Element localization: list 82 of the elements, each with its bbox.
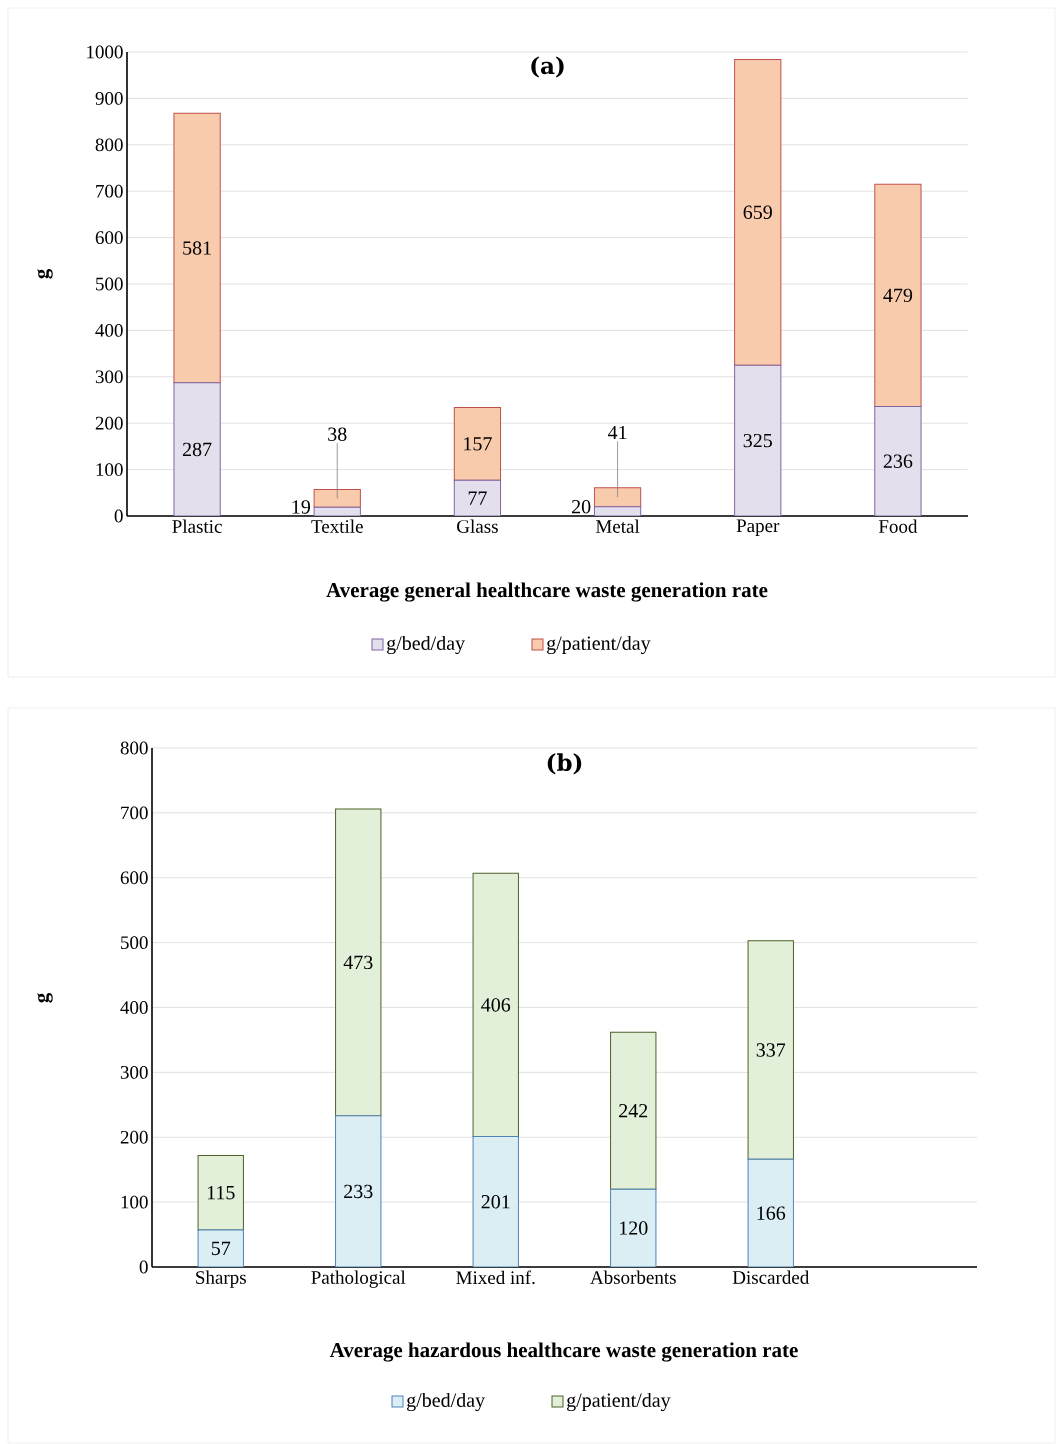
data-label: 20 xyxy=(572,499,591,514)
data-label: 19 xyxy=(292,500,310,514)
chart-title: (a) xyxy=(531,56,564,78)
bar xyxy=(874,183,922,407)
y-tick-label: 100 xyxy=(121,1195,148,1209)
y-tick-label: 0 xyxy=(114,509,123,523)
bar xyxy=(610,1188,657,1267)
data-label: 479 xyxy=(883,288,913,303)
data-label: 115 xyxy=(207,1186,235,1200)
legend-label: g/patient/day xyxy=(547,635,651,655)
data-label: 77 xyxy=(468,491,487,505)
bar xyxy=(335,808,382,1117)
y-tick-label: 500 xyxy=(121,936,148,950)
y-tick-label: 700 xyxy=(121,806,148,820)
bar xyxy=(593,487,642,508)
data-label: 157 xyxy=(464,437,492,451)
y-tick-label: 600 xyxy=(120,871,148,885)
y-axis-title: g xyxy=(37,992,53,1003)
bar xyxy=(610,1031,657,1190)
bar xyxy=(472,1136,519,1267)
y-tick-label: 600 xyxy=(95,231,123,245)
x-axis-title: Average hazardous healthcare waste generation rate xyxy=(329,1342,798,1362)
x-tick-label: Sharps xyxy=(196,1270,246,1288)
data-label: 120 xyxy=(620,1221,648,1235)
bar xyxy=(335,1115,382,1267)
y-tick-label: 0 xyxy=(139,1260,148,1274)
y-tick-label: 100 xyxy=(96,463,123,477)
x-tick-label: Discarded xyxy=(732,1270,810,1284)
bar xyxy=(173,382,221,516)
x-tick-label: Paper xyxy=(736,519,780,537)
x-tick-label: Mixed inf. xyxy=(456,1270,535,1285)
data-label: 581 xyxy=(183,241,211,255)
y-tick-label: 900 xyxy=(95,91,123,105)
data-label: 201 xyxy=(481,1195,510,1209)
data-label: 287 xyxy=(182,442,212,457)
bar xyxy=(313,489,361,508)
bar xyxy=(734,58,782,366)
legend-label: g/patient/day xyxy=(567,1392,671,1412)
y-tick-label: 300 xyxy=(95,370,123,384)
y-tick-label: 400 xyxy=(120,1001,148,1014)
y-tick-label: 200 xyxy=(95,416,123,430)
bar xyxy=(453,479,502,516)
data-label: 236 xyxy=(883,454,913,468)
bar xyxy=(173,112,221,384)
y-tick-label: 500 xyxy=(96,277,123,291)
data-label: 659 xyxy=(743,205,772,220)
bar xyxy=(734,364,782,516)
y-tick-label: 1000 xyxy=(87,45,123,59)
y-tick-label: 400 xyxy=(95,323,123,337)
legend-label: g/bed/day xyxy=(387,635,466,655)
y-tick-label: 800 xyxy=(120,741,148,755)
x-tick-label: Absorbents xyxy=(590,1270,676,1284)
y-tick-label: 700 xyxy=(96,184,123,198)
data-label: 325 xyxy=(743,433,772,448)
bar xyxy=(747,940,794,1160)
data-label: 406 xyxy=(481,998,511,1012)
x-tick-label: Metal xyxy=(595,519,640,533)
bar xyxy=(874,405,922,516)
bar xyxy=(453,406,502,481)
data-label: 233 xyxy=(344,1184,373,1199)
x-tick-label: Textile xyxy=(311,519,363,533)
y-tick-label: 800 xyxy=(95,138,123,152)
x-axis-title: Average general healthcare waste generation rate xyxy=(326,582,768,602)
data-label: 337 xyxy=(756,1043,786,1057)
y-tick-label: 200 xyxy=(120,1130,148,1144)
bar xyxy=(472,872,519,1138)
data-label: 166 xyxy=(757,1206,786,1220)
x-tick-label: Plastic xyxy=(172,519,222,533)
data-label: 242 xyxy=(619,1104,648,1118)
x-tick-label: Glass xyxy=(457,519,498,533)
bar xyxy=(747,1158,794,1267)
bar xyxy=(197,1154,244,1231)
data-label: 473 xyxy=(343,955,373,970)
data-label: 38 xyxy=(328,427,347,441)
legend-label: g/bed/day xyxy=(407,1392,486,1412)
y-axis-title: g xyxy=(37,268,53,279)
x-tick-label: Food xyxy=(878,519,918,533)
x-tick-label: Pathological xyxy=(311,1270,406,1288)
y-tick-label: 300 xyxy=(120,1065,148,1079)
chart-title: (b) xyxy=(547,753,582,775)
data-label: 41 xyxy=(607,425,627,440)
data-label: 57 xyxy=(211,1241,231,1256)
